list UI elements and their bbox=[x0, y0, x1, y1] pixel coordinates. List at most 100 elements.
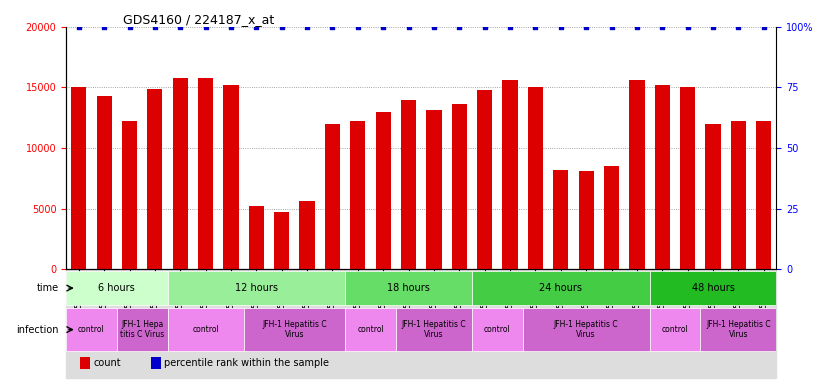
Text: control: control bbox=[357, 325, 384, 334]
Bar bbox=[147, 89, 163, 269]
Text: 12 hours: 12 hours bbox=[235, 283, 278, 293]
Bar bbox=[249, 206, 264, 269]
Bar bbox=[116, 269, 142, 378]
Bar bbox=[426, 111, 442, 269]
Point bbox=[757, 24, 771, 30]
Text: control: control bbox=[484, 325, 510, 334]
Bar bbox=[756, 121, 771, 269]
Point bbox=[97, 24, 111, 30]
Bar bbox=[497, 269, 523, 378]
Point bbox=[554, 24, 567, 30]
FancyBboxPatch shape bbox=[649, 271, 776, 305]
Text: infection: infection bbox=[17, 324, 59, 334]
Bar bbox=[477, 90, 492, 269]
Text: control: control bbox=[662, 325, 688, 334]
Bar bbox=[92, 269, 116, 378]
Point bbox=[225, 24, 238, 30]
FancyBboxPatch shape bbox=[66, 271, 168, 305]
Bar bbox=[675, 269, 700, 378]
Bar bbox=[573, 269, 599, 378]
Bar bbox=[401, 99, 416, 269]
FancyBboxPatch shape bbox=[396, 308, 472, 351]
Bar bbox=[731, 121, 746, 269]
Bar bbox=[599, 269, 624, 378]
Text: GDS4160 / 224187_x_at: GDS4160 / 224187_x_at bbox=[123, 13, 274, 26]
FancyBboxPatch shape bbox=[168, 308, 244, 351]
Bar bbox=[173, 78, 188, 269]
Bar bbox=[396, 269, 421, 378]
Point bbox=[478, 24, 491, 30]
Point bbox=[580, 24, 593, 30]
Bar bbox=[198, 78, 213, 269]
Bar bbox=[553, 170, 568, 269]
Bar bbox=[680, 88, 695, 269]
Text: JFH-1 Hepatitis C
Virus: JFH-1 Hepatitis C Virus bbox=[554, 320, 619, 339]
Text: JFH-1 Hepatitis C
Virus: JFH-1 Hepatitis C Virus bbox=[262, 320, 327, 339]
Bar bbox=[371, 269, 396, 378]
Bar bbox=[274, 212, 289, 269]
Bar bbox=[705, 124, 720, 269]
Point bbox=[149, 24, 162, 30]
Bar bbox=[244, 269, 269, 378]
FancyBboxPatch shape bbox=[472, 271, 649, 305]
Bar bbox=[122, 121, 137, 269]
FancyBboxPatch shape bbox=[345, 271, 472, 305]
Bar bbox=[97, 96, 112, 269]
Bar bbox=[269, 269, 294, 378]
Point bbox=[529, 24, 542, 30]
Bar bbox=[624, 269, 649, 378]
Bar bbox=[294, 269, 320, 378]
Bar bbox=[548, 269, 573, 378]
Bar bbox=[655, 85, 670, 269]
Point bbox=[199, 24, 212, 30]
Bar bbox=[223, 85, 239, 269]
Bar bbox=[700, 269, 726, 378]
Point bbox=[123, 24, 136, 30]
FancyBboxPatch shape bbox=[168, 271, 345, 305]
Text: 18 hours: 18 hours bbox=[387, 283, 430, 293]
Bar bbox=[66, 269, 92, 378]
Bar bbox=[320, 269, 345, 378]
Text: JFH-1 Hepa
titis C Virus: JFH-1 Hepa titis C Virus bbox=[120, 320, 164, 339]
Point bbox=[275, 24, 288, 30]
FancyBboxPatch shape bbox=[244, 308, 345, 351]
FancyBboxPatch shape bbox=[116, 308, 168, 351]
Text: count: count bbox=[93, 358, 121, 368]
Point bbox=[453, 24, 466, 30]
FancyBboxPatch shape bbox=[700, 308, 776, 351]
Bar bbox=[218, 269, 244, 378]
Bar bbox=[528, 88, 543, 269]
Point bbox=[249, 24, 263, 30]
Point bbox=[72, 24, 85, 30]
Bar bbox=[151, 357, 160, 369]
Bar bbox=[523, 269, 548, 378]
Text: 24 hours: 24 hours bbox=[539, 283, 582, 293]
FancyBboxPatch shape bbox=[66, 308, 116, 351]
Bar bbox=[502, 80, 518, 269]
Point bbox=[732, 24, 745, 30]
Point bbox=[503, 24, 517, 30]
Point bbox=[706, 24, 719, 30]
Point bbox=[301, 24, 314, 30]
Point bbox=[325, 24, 339, 30]
Bar bbox=[578, 171, 594, 269]
Bar bbox=[649, 269, 675, 378]
Bar bbox=[168, 269, 193, 378]
Text: 48 hours: 48 hours bbox=[691, 283, 734, 293]
Bar bbox=[629, 80, 644, 269]
Point bbox=[173, 24, 187, 30]
Text: JFH-1 Hepatitis C
Virus: JFH-1 Hepatitis C Virus bbox=[401, 320, 466, 339]
Point bbox=[630, 24, 643, 30]
Text: control: control bbox=[78, 325, 105, 334]
Bar bbox=[80, 357, 89, 369]
Bar bbox=[604, 166, 620, 269]
Bar bbox=[300, 201, 315, 269]
Bar bbox=[472, 269, 497, 378]
Point bbox=[427, 24, 440, 30]
Text: 6 hours: 6 hours bbox=[98, 283, 135, 293]
Point bbox=[402, 24, 415, 30]
Bar bbox=[350, 121, 365, 269]
FancyBboxPatch shape bbox=[472, 308, 523, 351]
Bar bbox=[447, 269, 472, 378]
Bar bbox=[376, 112, 391, 269]
